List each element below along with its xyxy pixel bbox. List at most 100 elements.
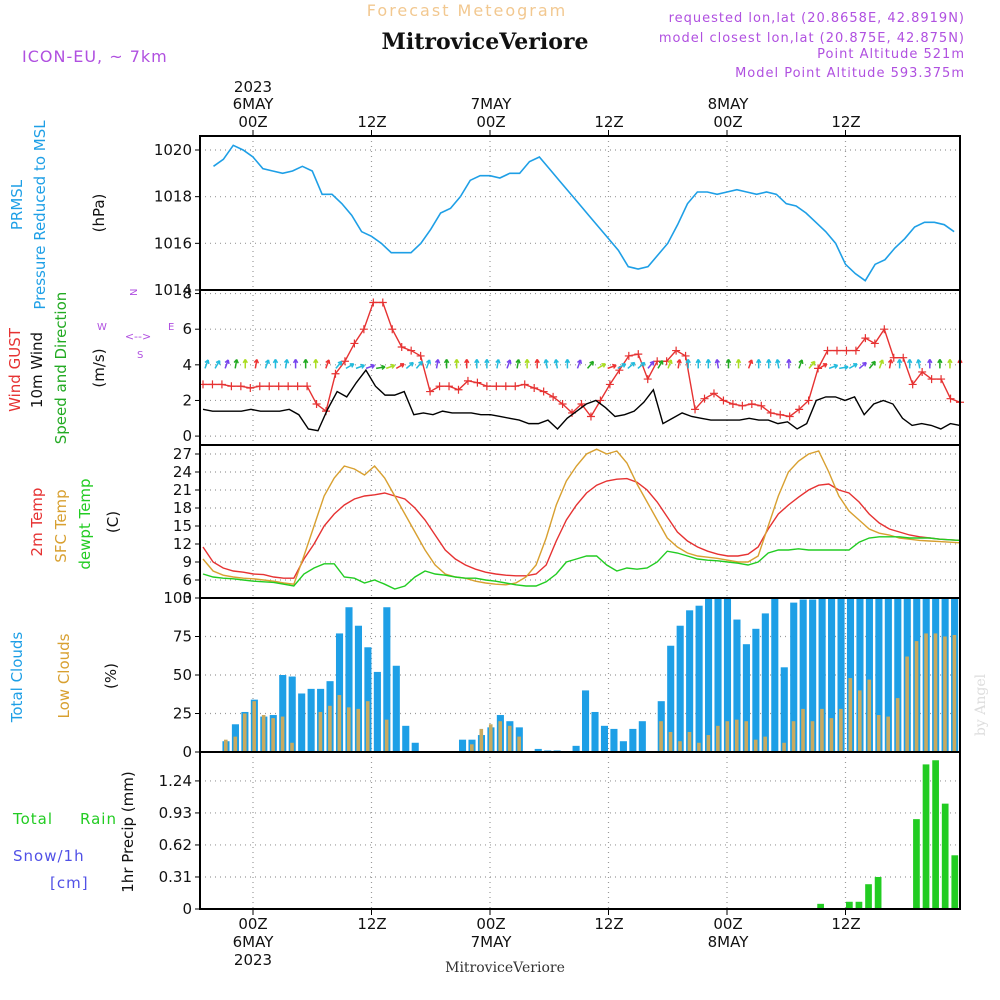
total-cloud-bar bbox=[411, 742, 419, 752]
wind-direction-arrow bbox=[292, 359, 299, 369]
direction-label: Speed and Direction bbox=[52, 292, 70, 445]
wind-direction-arrow bbox=[283, 359, 290, 369]
low-cloud-bar bbox=[801, 708, 805, 752]
wind-direction-arrow bbox=[272, 359, 279, 369]
arrow-head bbox=[906, 359, 913, 364]
low-cloud-bar bbox=[470, 744, 474, 752]
arrow-head bbox=[506, 359, 512, 365]
y-tick-label: 0 bbox=[182, 900, 192, 918]
low-cloud-bar bbox=[791, 721, 796, 752]
low-cloud-bar bbox=[829, 718, 834, 752]
arrow-shaft bbox=[405, 362, 414, 369]
y-tick-label: 27 bbox=[173, 445, 192, 463]
arrow-shaft bbox=[254, 359, 258, 369]
gust-marker bbox=[340, 357, 349, 366]
low-cloud-bar bbox=[782, 742, 786, 752]
wind-direction-arrow bbox=[617, 363, 627, 370]
bottom-day-label: 7MAY bbox=[471, 933, 513, 951]
rain-bar bbox=[913, 819, 920, 909]
t2m-line bbox=[202, 477, 961, 579]
total-cloud-bar bbox=[742, 644, 750, 752]
bottom-hour-label: 00Z bbox=[476, 915, 505, 933]
gust-marker bbox=[511, 382, 520, 391]
wind-direction-arrow bbox=[365, 363, 376, 370]
gust-marker bbox=[832, 346, 841, 355]
sfc-temp-line bbox=[202, 448, 961, 586]
total-cloud-bar bbox=[752, 628, 760, 752]
low-cloud-bar bbox=[763, 736, 767, 752]
wind-direction-arrow bbox=[747, 359, 754, 369]
arrow-head bbox=[862, 361, 867, 367]
wind-direction-arrow bbox=[302, 359, 309, 369]
arrow-shaft bbox=[657, 360, 664, 369]
total-cloud-bar bbox=[809, 599, 817, 752]
low-cloud-bar bbox=[687, 731, 692, 752]
arrow-shaft bbox=[637, 362, 646, 369]
arrow-head bbox=[775, 359, 781, 364]
wind-direction-arrow bbox=[627, 361, 636, 369]
wind-direction-arrow bbox=[714, 359, 721, 369]
arrow-head bbox=[360, 363, 366, 369]
gust-marker bbox=[435, 382, 444, 391]
wind-direction-arrow bbox=[453, 359, 460, 369]
arrow-shaft bbox=[576, 359, 582, 369]
top-hour-label: 12Z bbox=[594, 113, 623, 131]
arrow-head bbox=[224, 359, 230, 365]
arrow-shaft bbox=[677, 359, 681, 369]
arrow-shaft bbox=[917, 359, 921, 369]
gust-marker bbox=[501, 382, 510, 391]
wind-direction-arrow bbox=[484, 359, 490, 369]
gust-marker bbox=[482, 382, 491, 391]
arrow-head bbox=[349, 363, 355, 368]
y-tick-label: 24 bbox=[173, 463, 192, 481]
low-cloud-bar bbox=[517, 736, 521, 752]
arrow-head bbox=[786, 359, 792, 364]
gust-label: Wind GUST bbox=[6, 327, 24, 412]
bottom-hour-label: 00Z bbox=[238, 915, 267, 933]
wind-direction-arrow bbox=[385, 363, 396, 370]
clouds-unit: (%) bbox=[102, 663, 120, 689]
gust-marker bbox=[738, 401, 747, 410]
compass-south: S bbox=[137, 350, 143, 361]
arrow-shaft bbox=[385, 364, 395, 370]
temp-unit: (C) bbox=[104, 511, 122, 533]
total-cloud-bar bbox=[619, 741, 627, 752]
arrow-head bbox=[400, 363, 405, 368]
y-tick-label: 1016 bbox=[154, 234, 192, 252]
arrow-head bbox=[409, 361, 414, 367]
arrow-head bbox=[495, 359, 501, 364]
low-cloud-bar bbox=[952, 634, 957, 752]
arrow-head bbox=[204, 359, 210, 365]
total-cloud-bar bbox=[818, 598, 826, 752]
arrow-shaft bbox=[716, 359, 720, 369]
arrow-head bbox=[484, 359, 490, 364]
wind-direction-arrow bbox=[848, 363, 858, 370]
low-cloud-bar bbox=[943, 636, 947, 752]
arrow-shaft bbox=[376, 366, 386, 370]
low-cloud-bar bbox=[933, 633, 938, 752]
bottom-day-label: 8MAY bbox=[708, 933, 750, 951]
arrow-head bbox=[798, 359, 804, 365]
subtitle: Forecast Meteogram bbox=[367, 1, 567, 20]
y-tick-label: 9 bbox=[182, 553, 192, 571]
snow-label: Snow/1h bbox=[13, 847, 85, 865]
y-tick-label: 6 bbox=[182, 320, 192, 338]
total-cloud-bar bbox=[373, 671, 381, 752]
gust-marker bbox=[397, 343, 406, 352]
arrow-head bbox=[543, 359, 549, 364]
arrow-shaft bbox=[365, 364, 375, 370]
arrow-head bbox=[853, 363, 858, 368]
rain-label: Total bbox=[12, 810, 53, 828]
gust-marker bbox=[719, 396, 728, 405]
total-cloud-bar bbox=[600, 725, 609, 752]
total-cloud-bar bbox=[279, 675, 287, 752]
gust-marker bbox=[634, 350, 643, 359]
rain-bar bbox=[855, 901, 863, 909]
wind-direction-arrow bbox=[657, 359, 664, 369]
total-cloud-bar bbox=[534, 748, 542, 752]
arrow-shaft bbox=[798, 359, 803, 369]
y-tick-label: 12 bbox=[173, 535, 192, 553]
total-cloud-bar bbox=[402, 725, 410, 752]
wind-direction-arrow bbox=[355, 363, 366, 370]
gust-marker bbox=[672, 346, 681, 355]
